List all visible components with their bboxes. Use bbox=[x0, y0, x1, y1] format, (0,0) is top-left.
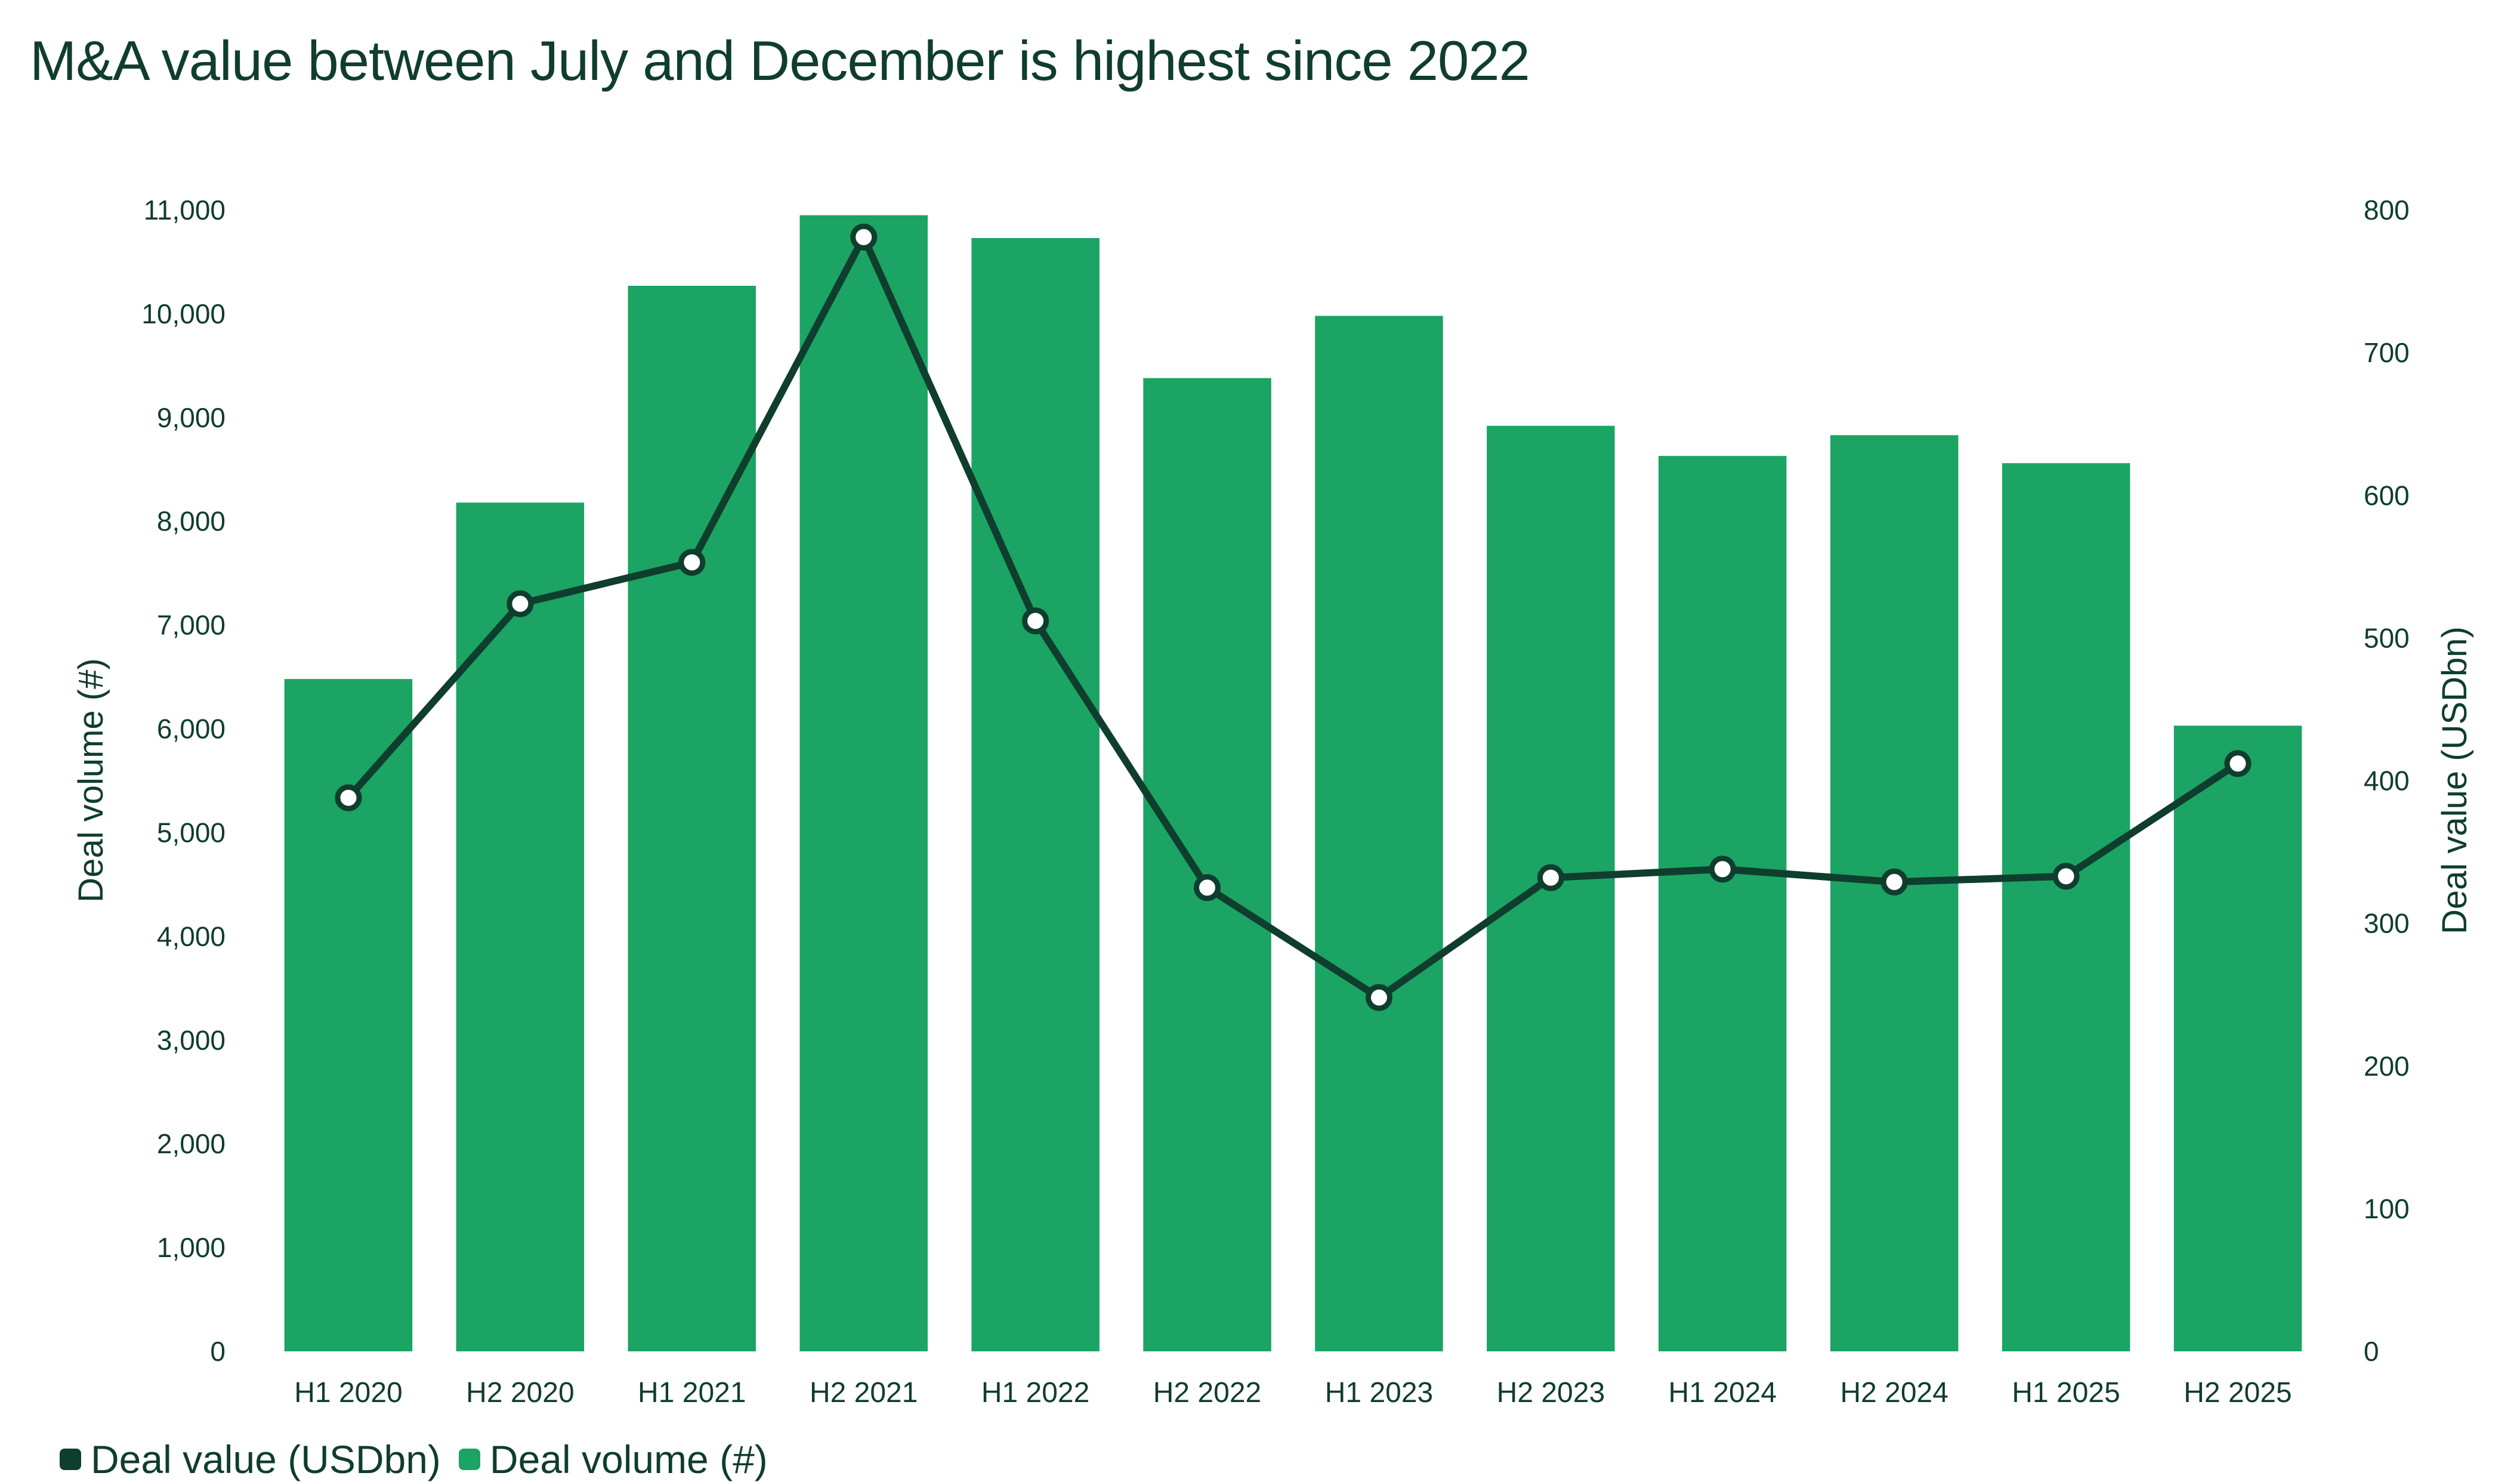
bar-0 bbox=[284, 679, 413, 1351]
y-right-tick-label-5: 500 bbox=[2364, 622, 2410, 653]
bar-5 bbox=[1143, 378, 1271, 1352]
x-tick-label-5: H2 2022 bbox=[1153, 1377, 1261, 1409]
bar-1 bbox=[456, 502, 585, 1351]
x-tick-label-8: H1 2024 bbox=[1669, 1377, 1777, 1409]
deal-value-point-3 bbox=[850, 223, 878, 251]
deal-value-line bbox=[345, 233, 2241, 1001]
y-left-tick-label-1: 1,000 bbox=[157, 1232, 226, 1263]
deal-value-point-6 bbox=[1366, 984, 1392, 1011]
legend-item-deal-value: Deal value (USDbn) bbox=[60, 1437, 441, 1482]
y-right-tick-label-4: 400 bbox=[2364, 765, 2410, 796]
x-tick-label-7: H2 2023 bbox=[1497, 1377, 1605, 1409]
x-tick-label-0: H1 2020 bbox=[294, 1377, 402, 1409]
y-right-tick-label-1: 100 bbox=[2364, 1193, 2410, 1224]
legend-swatch-deal-value bbox=[60, 1449, 81, 1470]
x-tick-label-11: H2 2025 bbox=[2184, 1377, 2292, 1409]
bar-10 bbox=[2002, 463, 2130, 1351]
legend-swatch-deal-volume bbox=[458, 1449, 480, 1470]
deal-value-point-1 bbox=[507, 590, 534, 618]
chart-legend: Deal value (USDbn) Deal volume (#) bbox=[60, 1437, 786, 1482]
y-right-tick-label-3: 300 bbox=[2364, 908, 2410, 939]
bar-8 bbox=[1659, 456, 1787, 1352]
y-right-tick-label-0: 0 bbox=[2364, 1336, 2379, 1367]
deal-value-point-5 bbox=[1194, 874, 1221, 901]
legend-label-deal-volume: Deal volume (#) bbox=[489, 1437, 768, 1481]
y-left-tick-label-0: 0 bbox=[210, 1336, 226, 1367]
x-tick-label-10: H1 2025 bbox=[2012, 1377, 2120, 1409]
deal-value-point-11 bbox=[2224, 750, 2252, 777]
bar-6 bbox=[1315, 316, 1443, 1351]
y-left-axis-label: Deal volume (#) bbox=[72, 658, 110, 902]
legend-item-deal-volume: Deal volume (#) bbox=[458, 1437, 768, 1482]
deal-value-point-10 bbox=[2052, 863, 2080, 890]
y-left-tick-label-6: 6,000 bbox=[157, 714, 226, 745]
x-tick-label-2: H1 2021 bbox=[638, 1377, 746, 1409]
x-tick-label-1: H2 2020 bbox=[466, 1377, 574, 1409]
y-right-tick-label-8: 800 bbox=[2364, 194, 2410, 226]
deal-value-point-0 bbox=[335, 784, 362, 811]
y-right-tick-label-6: 600 bbox=[2364, 480, 2410, 511]
y-left-tick-label-7: 7,000 bbox=[157, 610, 226, 641]
y-right-axis-label: Deal value (USDbn) bbox=[2435, 626, 2474, 934]
y-left-tick-label-9: 9,000 bbox=[157, 402, 226, 433]
x-tick-label-9: H2 2024 bbox=[1840, 1377, 1948, 1409]
legend-label-deal-value: Deal value (USDbn) bbox=[91, 1437, 441, 1481]
x-tick-label-3: H2 2021 bbox=[810, 1377, 918, 1409]
y-left-tick-label-2: 2,000 bbox=[157, 1128, 226, 1159]
deal-value-point-2 bbox=[678, 549, 706, 576]
deal-value-point-7 bbox=[1537, 864, 1564, 891]
y-right-tick-label-2: 200 bbox=[2364, 1051, 2410, 1082]
y-left-tick-label-8: 8,000 bbox=[157, 506, 226, 537]
y-left-tick-label-3: 3,000 bbox=[157, 1024, 226, 1055]
x-tick-label-6: H1 2023 bbox=[1325, 1377, 1433, 1409]
bar-2 bbox=[628, 286, 756, 1351]
y-left-tick-label-10: 10,000 bbox=[141, 298, 226, 329]
deal-value-point-4 bbox=[1022, 607, 1049, 635]
y-left-tick-label-11: 11,000 bbox=[144, 194, 226, 226]
chart-title: M&A value between July and December is h… bbox=[30, 29, 1530, 92]
y-left-tick-label-5: 5,000 bbox=[157, 817, 226, 848]
y-left-tick-label-4: 4,000 bbox=[157, 921, 226, 952]
bar-4 bbox=[971, 238, 1100, 1351]
deal-value-point-9 bbox=[1880, 868, 1908, 896]
y-right-tick-label-7: 700 bbox=[2364, 337, 2410, 368]
deal-value-point-8 bbox=[1709, 856, 1736, 883]
x-tick-label-4: H1 2022 bbox=[981, 1377, 1089, 1409]
bar-11 bbox=[2173, 725, 2302, 1351]
bar-3 bbox=[799, 215, 928, 1352]
